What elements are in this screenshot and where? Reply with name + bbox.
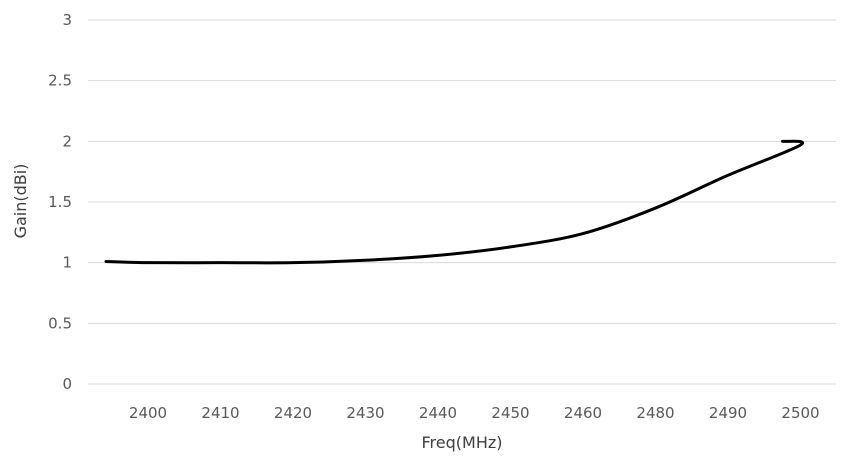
x-tick-label: 2440 (419, 404, 457, 422)
x-tick-label: 2460 (564, 404, 602, 422)
y-tick-label: 2.5 (48, 72, 72, 90)
x-tick-label: 2500 (781, 404, 819, 422)
x-tick-label: 2420 (274, 404, 312, 422)
x-tick-label: 2410 (201, 404, 239, 422)
x-axis-title: Freq(MHz) (422, 433, 503, 452)
gridlines (88, 19, 836, 385)
y-tick-label: 3 (62, 11, 72, 29)
y-tick-label: 1.5 (48, 193, 72, 211)
series-line-0 (104, 139, 804, 265)
x-tick-label: 2490 (709, 404, 747, 422)
series-layer (104, 139, 804, 265)
y-tick-label: 0.5 (48, 314, 72, 332)
x-tick-label: 2430 (346, 404, 384, 422)
y-axis-title: Gain(dBi) (11, 164, 30, 239)
y-axis-ticks: 0 0.5 1 1.5 2 2.5 3 (48, 11, 72, 393)
y-tick-label: 1 (62, 254, 72, 272)
y-tick-label: 0 (62, 375, 72, 393)
x-tick-label: 2450 (491, 404, 529, 422)
x-tick-label: 2400 (129, 404, 167, 422)
x-tick-label: 2480 (636, 404, 674, 422)
y-tick-label: 2 (62, 132, 72, 150)
x-axis-ticks: 2400 2410 2420 2430 2440 2450 2460 2480 2490 2500 (129, 404, 820, 422)
